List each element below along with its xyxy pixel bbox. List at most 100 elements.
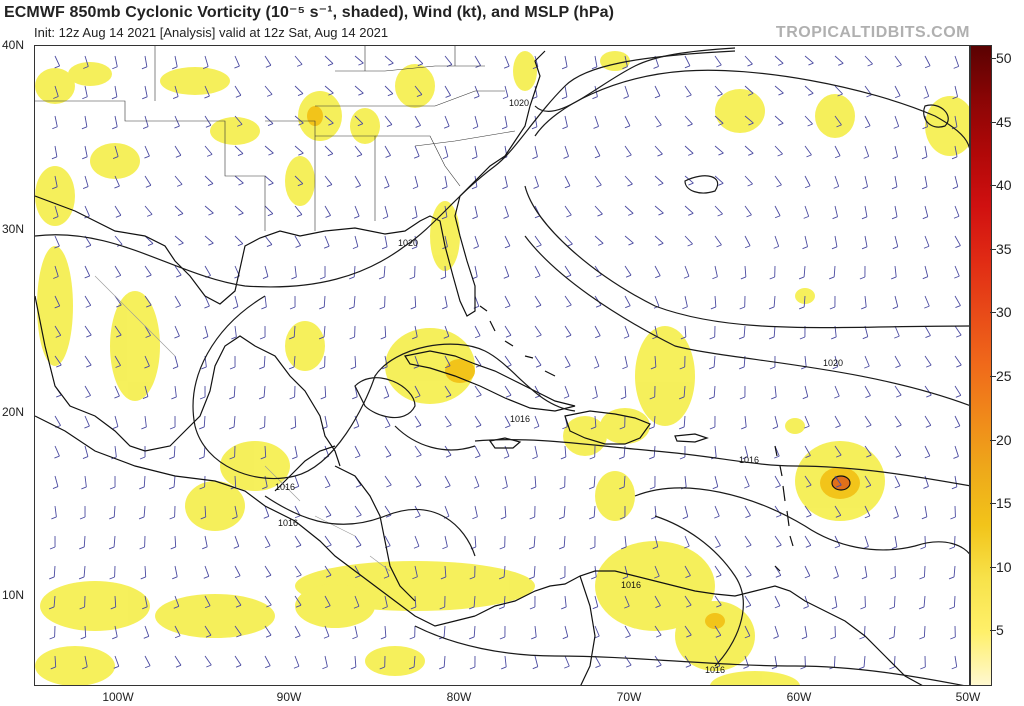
wind-barb-flag <box>146 213 153 217</box>
wind-barb <box>114 295 122 306</box>
political-borders <box>35 46 516 572</box>
wind-barb-flag <box>950 516 956 520</box>
wind-barb-flag <box>649 456 655 460</box>
wind-barb <box>384 595 388 607</box>
wind-barb <box>713 355 716 367</box>
wind-barb <box>264 235 273 245</box>
wind-barb <box>534 55 539 67</box>
wind-barb <box>534 175 539 187</box>
wind-barb-flag <box>356 154 363 157</box>
wind-barb-flag <box>865 424 872 428</box>
wind-barb <box>84 265 91 277</box>
wind-barb <box>624 385 627 398</box>
wind-barb-flag <box>834 155 841 159</box>
wind-barb <box>894 205 898 217</box>
wind-barb <box>684 265 690 277</box>
wind-barb-flag <box>804 425 810 429</box>
wind-barb-flag <box>474 335 481 339</box>
wind-barb-flag <box>358 92 364 96</box>
wind-barb-flag <box>799 336 806 340</box>
wind-barb-flag <box>116 304 122 308</box>
wind-barb <box>504 175 508 187</box>
wind-barb <box>564 625 569 637</box>
wind-barb <box>84 415 90 427</box>
wind-barb <box>594 175 602 186</box>
wind-barb <box>83 565 86 577</box>
wind-barb <box>204 565 210 577</box>
wind-barb <box>684 565 691 576</box>
wind-barb-flag <box>355 185 361 188</box>
wind-barb <box>684 625 692 636</box>
wind-barb <box>204 325 209 337</box>
wind-barb-flag <box>177 213 184 216</box>
wind-barb <box>923 565 926 578</box>
wind-barb-flag <box>504 245 511 249</box>
wind-barb-flag <box>355 484 362 488</box>
wind-barb <box>954 85 958 97</box>
wind-barb <box>504 415 511 426</box>
wind-barb-flag <box>266 244 273 247</box>
wind-barb <box>444 475 451 486</box>
wind-barb-flag <box>533 425 540 429</box>
wind-barb <box>894 445 902 456</box>
wind-barb-flag <box>923 245 930 249</box>
wind-barb-flag <box>78 576 85 580</box>
wind-barb <box>84 475 87 487</box>
wind-barb-flag <box>51 156 58 160</box>
wind-barb-flag <box>385 454 392 458</box>
wind-barb <box>744 85 754 94</box>
wind-barb-flag <box>803 606 809 609</box>
wind-barb <box>444 325 450 337</box>
wind-barb-flag <box>499 636 506 640</box>
wind-barb-flag <box>415 125 421 128</box>
wind-barb <box>84 145 88 157</box>
wind-barb-flag <box>383 185 390 189</box>
wind-barb <box>564 445 567 458</box>
wind-barb-flag <box>113 665 119 669</box>
wind-barb-flag <box>266 604 272 608</box>
wind-barb-flag <box>54 305 60 309</box>
wind-barb-flag <box>591 66 598 70</box>
wind-barb-flag <box>53 276 59 279</box>
wind-barb <box>744 565 752 576</box>
wind-barb <box>624 295 631 306</box>
wind-barb <box>354 205 360 217</box>
wind-barb-flag <box>953 456 959 459</box>
isobar-label: 1016 <box>275 482 295 492</box>
wind-barb <box>204 145 213 155</box>
wind-barb-flag <box>348 306 355 310</box>
wind-barb <box>293 355 296 367</box>
wind-barb <box>774 55 784 64</box>
wind-barb-flag <box>830 636 836 640</box>
wind-barb-flag <box>468 606 475 610</box>
wind-barb-flag <box>267 123 274 126</box>
wind-barb <box>113 505 116 518</box>
wind-barb <box>324 145 334 155</box>
wind-barb-flag <box>679 456 686 460</box>
wind-barb <box>534 325 542 336</box>
wind-barb <box>803 295 806 308</box>
wind-barb-flag <box>592 606 598 610</box>
wind-barb <box>684 85 692 96</box>
wind-barb-flag <box>800 666 806 670</box>
wind-barb <box>924 145 928 157</box>
wind-barb-flag <box>747 183 753 187</box>
wind-barb-flag <box>143 635 149 639</box>
wind-barb-flag <box>562 126 568 130</box>
wind-barb <box>174 55 178 67</box>
wind-barb <box>264 595 272 606</box>
wind-barb-flag <box>747 63 753 67</box>
wind-barb-flag <box>199 486 205 490</box>
wind-barb <box>534 85 538 97</box>
wind-barb <box>624 115 631 127</box>
wind-barb-flag <box>54 245 60 249</box>
vorticity-core <box>307 106 860 629</box>
wind-barb <box>714 595 722 606</box>
wind-barb <box>114 385 120 397</box>
colorbar-tick <box>990 121 996 123</box>
wind-barb <box>774 145 783 155</box>
wind-barb-flag <box>198 456 205 460</box>
wind-barb <box>54 655 57 668</box>
wind-barb-flag <box>622 576 628 580</box>
wind-barb <box>264 565 272 576</box>
